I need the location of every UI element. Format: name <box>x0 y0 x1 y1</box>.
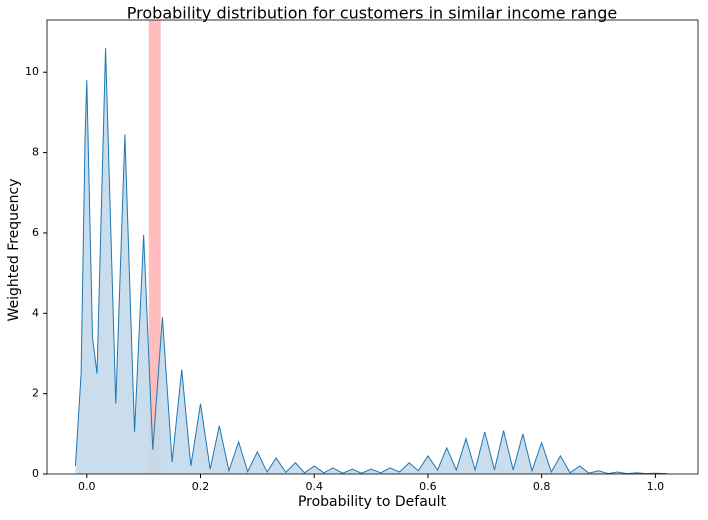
y-tick-label: 10 <box>25 65 39 78</box>
y-tick-label: 0 <box>32 467 39 480</box>
y-tick-label: 2 <box>32 387 39 400</box>
line <box>74 48 667 475</box>
plot-frame <box>46 19 699 475</box>
x-tick-label: 0.6 <box>419 480 437 493</box>
x-axis-label: Probability to Default <box>298 494 447 510</box>
x-tick-label: 1.0 <box>647 480 665 493</box>
x-tick-label: 0.4 <box>305 480 323 493</box>
x-tick-label: 0.8 <box>533 480 551 493</box>
y-tick-label: 4 <box>32 306 39 319</box>
area <box>75 48 667 474</box>
y-tick-label: 6 <box>32 226 39 239</box>
y-axis-label: Weighted Frequency <box>6 178 22 321</box>
y-tick-label: 8 <box>32 146 39 159</box>
chart-title: Probability distribution for customers i… <box>127 4 617 23</box>
x-tick-label: 0.0 <box>78 480 96 493</box>
highlight-span <box>148 20 161 474</box>
x-tick-label: 0.2 <box>192 480 210 493</box>
